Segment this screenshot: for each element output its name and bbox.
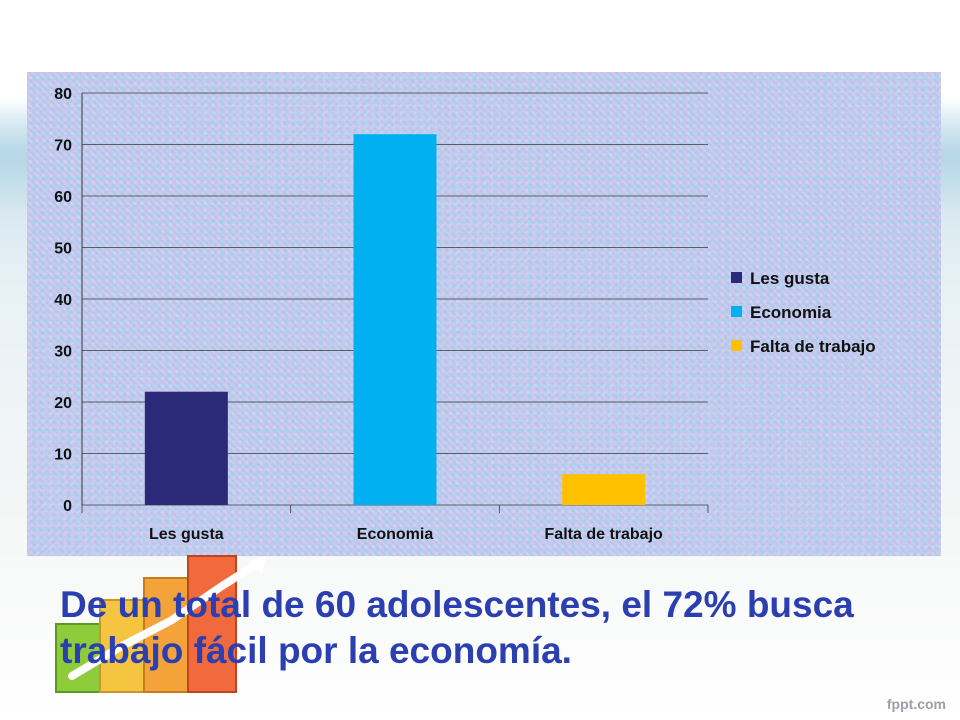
bar-chart: 0 10 20 30 40 50 60 70 80 Les gusta Economia Falta … <box>54 86 876 543</box>
growth-bars-decoration <box>55 555 266 693</box>
legend-entry: Economia <box>750 303 832 322</box>
decor-arrow-head <box>248 556 266 574</box>
y-tick-label: 0 <box>63 498 72 515</box>
y-tick-label: 20 <box>54 395 72 412</box>
bar-economia <box>353 134 437 505</box>
x-tick-label: Economia <box>357 526 434 543</box>
legend-swatch <box>731 272 742 283</box>
legend-entry: Falta de trabajo <box>750 337 876 356</box>
y-tick-label: 40 <box>54 292 72 309</box>
x-tick-label: Falta de trabajo <box>545 526 663 543</box>
chart-panel: 0 10 20 30 40 50 60 70 80 Les gusta Economia Falta … <box>27 72 941 556</box>
y-tick-label: 50 <box>54 241 72 258</box>
legend-swatch <box>731 306 742 317</box>
bar-falta-de-trabajo <box>562 474 646 505</box>
legend-entry: Les gusta <box>750 269 830 288</box>
x-tick-label: Les gusta <box>149 526 224 543</box>
y-tick-label: 10 <box>54 447 72 464</box>
decor-trend-arrow <box>68 558 264 680</box>
y-tick-label: 70 <box>54 138 72 155</box>
y-tick-label: 60 <box>54 189 72 206</box>
y-tick-label: 30 <box>54 344 72 361</box>
y-tick-label: 80 <box>54 86 72 103</box>
slide-caption: De un total de 60 adolescentes, el 72% b… <box>60 584 854 671</box>
footer-brand: fppt.com <box>886 696 946 712</box>
bar-les-gusta <box>144 391 228 505</box>
legend-swatch <box>731 340 742 351</box>
